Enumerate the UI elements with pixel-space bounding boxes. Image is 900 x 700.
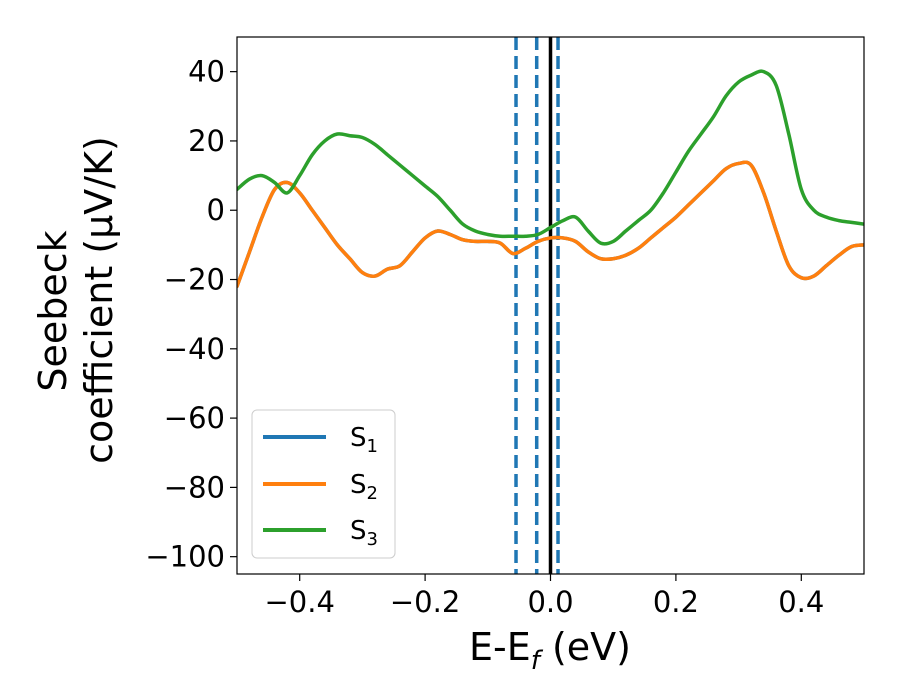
series-line-s2 [237, 160, 864, 289]
legend-label-s3: S3 [350, 516, 378, 550]
legend: S1 S2 S3 [251, 409, 396, 559]
x-axis: −0.4 −0.2 0.0 0.2 0.4 [264, 574, 824, 619]
x-axis-title: E-Ef (eV) [469, 625, 631, 676]
legend-label-s3-sub: 3 [367, 529, 378, 550]
legend-label-s2-sub: 2 [367, 483, 378, 504]
y-tick-label: −60 [164, 401, 225, 435]
legend-label-s1-sub: 1 [367, 436, 378, 457]
reference-lines [514, 37, 560, 574]
series-lines [237, 69, 864, 289]
x-tick-label: 0.2 [653, 585, 699, 619]
y-axis-title: Seebeck coefficient (μV/K) [31, 136, 121, 464]
y-tick-label: −20 [164, 263, 225, 297]
y-tick-label: 0 [207, 193, 225, 227]
legend-label-s2: S2 [350, 470, 378, 504]
y-axis: 40 20 0 −20 −40 −60 −80 −100 [145, 55, 237, 574]
y-axis-title-line2: coefficient (μV/K) [77, 136, 121, 464]
x-tick-label: 0.0 [527, 585, 573, 619]
x-tick-label: −0.2 [390, 585, 460, 619]
legend-label-s1-main: S [350, 423, 367, 453]
y-axis-title-line1: Seebeck [31, 230, 75, 391]
y-tick-label: −100 [145, 540, 225, 574]
x-axis-title-unit: (eV) [540, 625, 631, 669]
legend-label-s2-main: S [350, 470, 367, 500]
x-tick-label: −0.4 [264, 585, 334, 619]
y-tick-label: −80 [164, 470, 225, 504]
legend-label-s3-main: S [350, 516, 367, 546]
series-line-s3 [237, 69, 864, 246]
legend-label-s1: S1 [350, 423, 378, 457]
x-tick-label: 0.4 [778, 585, 824, 619]
y-tick-label: 40 [188, 55, 225, 89]
y-tick-label: 20 [188, 124, 225, 158]
x-axis-title-main: E-E [469, 625, 531, 669]
y-tick-label: −40 [164, 332, 225, 366]
